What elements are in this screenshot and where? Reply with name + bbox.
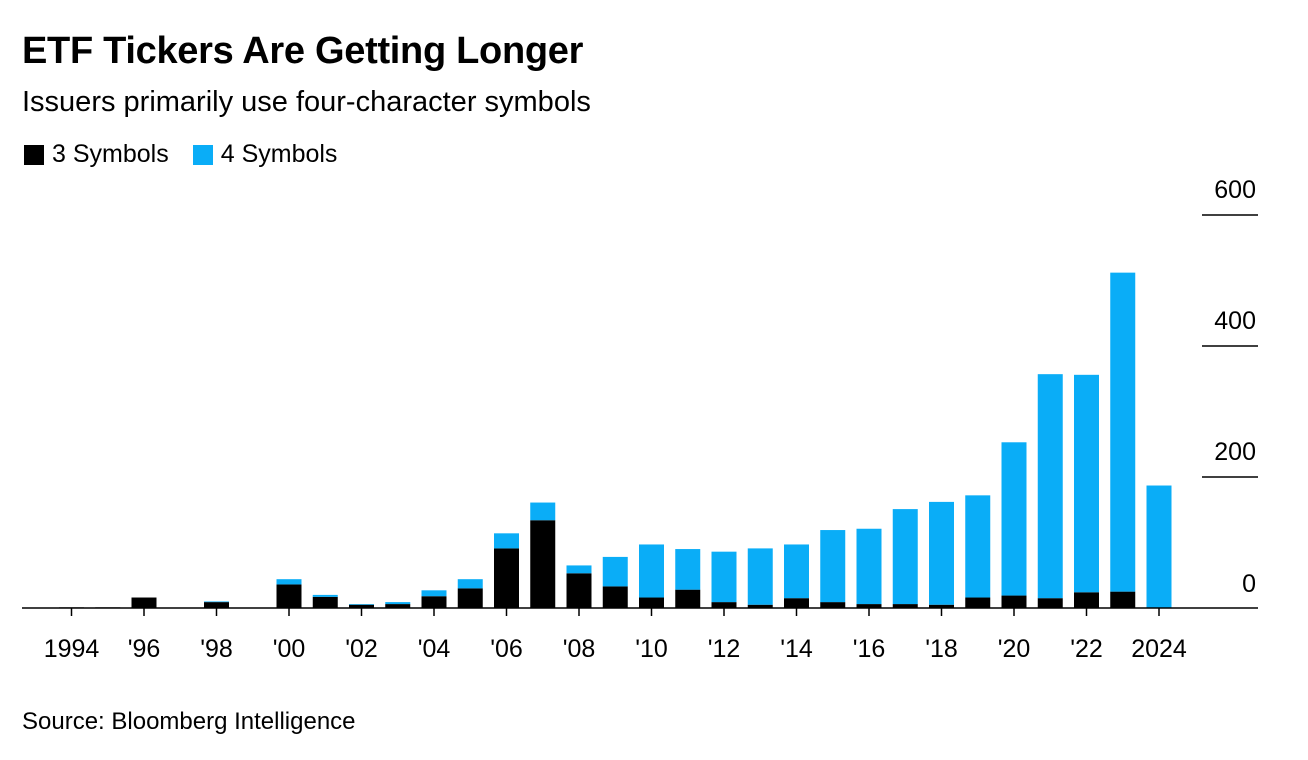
x-tick-label-2006: '06 [490,635,523,663]
bar-4-symbols-2011 [675,549,701,590]
x-tick-label-1998: '98 [200,635,233,663]
bar-3-symbols-2020 [1001,595,1027,608]
bar-3-symbols-2000 [276,584,302,608]
bar-3-symbols-2002 [349,604,374,608]
bar-4-symbols-2020 [1001,442,1027,596]
bar-4-symbols-2002 [349,604,374,605]
bar-4-symbols-2024 [1146,485,1172,608]
bar-4-symbols-2009 [602,556,628,587]
bar-3-symbols-2003 [385,604,411,608]
bar-4-symbols-2017 [892,509,918,605]
bar-4-symbols-2013 [747,548,773,605]
y-tick-label-200: 200 [1214,438,1256,466]
bar-3-symbols-2006 [494,548,519,608]
x-tick-label-2014: '14 [780,635,813,663]
bar-3-symbols-2018 [929,604,954,608]
legend: 3 Symbols 4 Symbols [24,140,361,169]
legend-label-4-symbols: 4 Symbols [220,140,338,168]
bar-4-symbols-2000 [276,579,302,585]
bar-3-symbols-2022 [1074,592,1099,608]
bar-3-symbols-2016 [856,604,882,608]
chart-subtitle: Issuers primarily use four-character sym… [22,86,591,118]
x-tick-label-2018: '18 [925,635,958,663]
bar-3-symbols-2005 [457,588,483,608]
bar-3-symbols-1998 [204,602,229,608]
bar-3-symbols-2007 [530,520,556,608]
bar-4-symbols-2008 [566,565,592,574]
bar-3-symbols-2001 [312,596,338,608]
bar-4-symbols-2004 [421,590,447,597]
bar-4-symbols-2022 [1074,374,1099,593]
x-tick-label-2002: '02 [345,635,378,663]
bar-4-symbols-2005 [457,579,483,589]
bar-4-symbols-2014 [784,544,809,599]
bar-4-symbols-2015 [820,530,846,603]
y-tick-label-0: 0 [1242,570,1256,598]
bar-3-symbols-2011 [675,589,701,608]
bar-3-symbols-2012 [711,602,737,608]
legend-label-3-symbols: 3 Symbols [52,140,169,168]
legend-swatch-4-symbols [192,144,213,165]
x-tick-label-2012: '12 [708,635,741,663]
x-tick-label-2024: 2024 [1131,635,1187,663]
x-tick-label-2000: '00 [273,635,306,663]
bar-3-symbols-2010 [639,597,664,608]
bar-3-symbols-1996 [131,597,157,608]
legend-swatch-3-symbols [24,144,44,165]
bar-3-symbols-2013 [747,604,773,608]
source-note: Source: Bloomberg Intelligence [22,708,356,735]
bar-3-symbols-2014 [784,598,809,608]
bar-4-symbols-1998 [204,601,229,603]
chart-title: ETF Tickers Are Getting Longer [22,30,584,72]
bar-4-symbols-2023 [1110,272,1136,592]
bar-4-symbols-2012 [711,551,737,603]
bar-3-symbols-2004 [421,596,447,608]
bar-4-symbols-2001 [312,594,338,597]
y-tick-label-400: 400 [1214,307,1256,335]
x-tick-label-2022: '22 [1070,635,1103,663]
bar-4-symbols-2010 [639,544,664,598]
bar-3-symbols-2008 [566,573,592,608]
x-tick-label-2020: '20 [998,635,1031,663]
bar-4-symbols-2003 [385,602,411,605]
x-tick-label-2010: '10 [635,635,668,663]
bar-3-symbols-2017 [892,604,918,608]
bar-4-symbols-2018 [929,501,954,605]
legend-item-4-symbols: 4 Symbols [192,140,338,169]
bar-4-symbols-2021 [1037,374,1063,599]
bar-3-symbols-2009 [602,586,628,608]
x-tick-label-2016: '16 [853,635,886,663]
bar-3-symbols-2021 [1037,598,1063,608]
bar-4-symbols-2007 [530,502,556,521]
bar-4-symbols-2019 [965,495,991,598]
bar-3-symbols-2015 [820,602,846,608]
x-tick-label-2004: '04 [418,635,451,663]
x-tick-label-1996: '96 [128,635,161,663]
y-tick-label-600: 600 [1214,176,1256,204]
bar-3-symbols-2023 [1110,591,1136,608]
bar-3-symbols-2019 [965,597,991,608]
legend-item-3-symbols: 3 Symbols [24,140,169,169]
bar-4-symbols-2006 [494,533,519,549]
bar-4-symbols-2016 [856,528,882,605]
x-tick-label-2008: '08 [563,635,596,663]
x-tick-label-1994: 1994 [44,635,100,663]
